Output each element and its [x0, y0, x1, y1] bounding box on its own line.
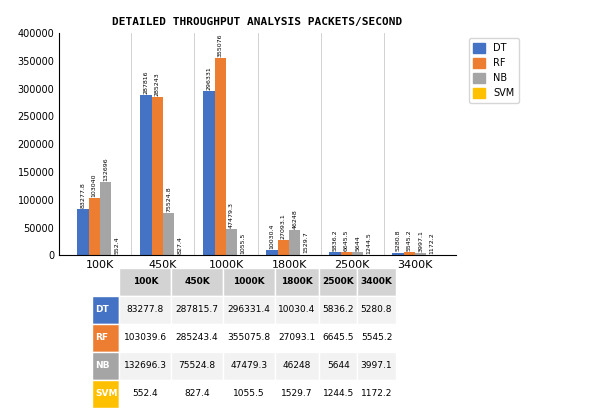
- Text: 5545.2: 5545.2: [407, 229, 412, 251]
- Text: 10030.4: 10030.4: [269, 223, 275, 249]
- Bar: [163, 213, 174, 255]
- Text: 1529.7: 1529.7: [304, 232, 308, 253]
- Bar: [289, 230, 300, 255]
- Title: DETAILED THROUGHPUT ANALYSIS PACKETS/SECOND: DETAILED THROUGHPUT ANALYSIS PACKETS/SEC…: [112, 16, 403, 27]
- Text: 83277.8: 83277.8: [81, 182, 85, 208]
- Legend: DT, RF, NB, SVM: DT, RF, NB, SVM: [469, 38, 519, 103]
- Text: 47479.3: 47479.3: [229, 202, 234, 228]
- Text: 3997.1: 3997.1: [419, 230, 423, 252]
- Text: 1055.5: 1055.5: [240, 232, 246, 254]
- Bar: [266, 250, 278, 255]
- Bar: [140, 95, 152, 255]
- Text: 355076: 355076: [218, 33, 223, 57]
- Text: 132696: 132696: [103, 157, 108, 180]
- Bar: [341, 252, 352, 255]
- Bar: [152, 97, 163, 255]
- Text: 46248: 46248: [292, 209, 297, 229]
- Text: 5280.8: 5280.8: [395, 230, 401, 251]
- Bar: [100, 182, 111, 255]
- Text: 5644: 5644: [355, 235, 361, 251]
- Bar: [226, 229, 237, 255]
- Bar: [89, 198, 100, 255]
- Text: 6645.5: 6645.5: [344, 229, 349, 250]
- Text: 552.4: 552.4: [114, 236, 120, 254]
- Text: 1172.2: 1172.2: [430, 232, 435, 254]
- Bar: [392, 253, 404, 255]
- Bar: [329, 252, 341, 255]
- Bar: [77, 209, 89, 255]
- Bar: [203, 91, 215, 255]
- Text: 827.4: 827.4: [178, 236, 182, 254]
- Bar: [415, 253, 426, 255]
- Text: 5836.2: 5836.2: [333, 229, 337, 251]
- Text: 27093.1: 27093.1: [281, 213, 286, 239]
- Bar: [352, 252, 363, 255]
- Text: 285243: 285243: [155, 72, 160, 96]
- Text: 296331: 296331: [207, 66, 211, 89]
- Text: 287816: 287816: [143, 71, 149, 94]
- Text: 103040: 103040: [92, 173, 96, 197]
- Text: 75524.8: 75524.8: [166, 187, 171, 212]
- Text: 1244.5: 1244.5: [366, 232, 372, 254]
- Bar: [404, 253, 415, 255]
- Bar: [215, 58, 226, 255]
- Bar: [278, 240, 289, 255]
